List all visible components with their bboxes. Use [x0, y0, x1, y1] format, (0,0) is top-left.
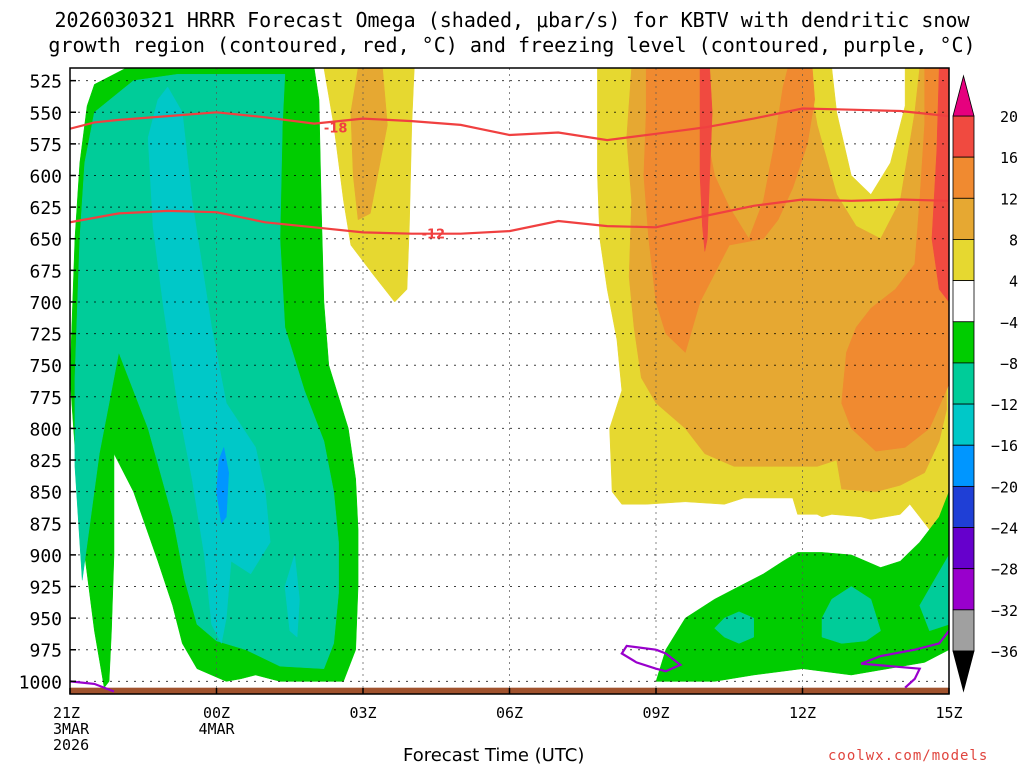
colorbar-min-arrow	[952, 650, 975, 693]
x-axis-label: Forecast Time (UTC)	[403, 745, 585, 766]
x-tick-label-18-0: 15Z	[935, 704, 962, 722]
y-tick-label-1000: 1000	[19, 672, 62, 693]
chart-title: 2026030321 HRRR Forecast Omega (shaded, …	[0, 8, 1024, 58]
y-tick-label-850: 850	[29, 483, 62, 504]
y-tick-label-800: 800	[29, 419, 62, 440]
y-tick-label-775: 775	[29, 388, 62, 409]
colorbar-label-11: −28	[991, 561, 1018, 579]
colorbar-segment-0	[952, 115, 975, 158]
colorbar: 20 16 12 8 4 −4 −8 −12 −16 −20 −24 −28 −32 −36	[952, 74, 1018, 693]
colorbar-label-6: −8	[1000, 355, 1018, 373]
colorbar-segment-10	[952, 527, 975, 570]
colorbar-segment-12	[952, 609, 975, 652]
colorbar-max-arrow	[952, 74, 975, 117]
dgz-contour-0	[70, 107, 949, 142]
colorbar-label-12: −32	[991, 602, 1018, 620]
colorbar-label-4: 4	[1009, 273, 1018, 291]
colorbar-segment-1	[952, 156, 975, 199]
x-tick-label-15-0: 12Z	[789, 704, 816, 722]
colorbar-segment-4	[952, 280, 975, 323]
y-tick-label-750: 750	[29, 356, 62, 377]
omega-region-16	[919, 554, 949, 632]
x-tick-label-0-1: 3MAR	[53, 720, 90, 738]
x-tick-label-0-2: 2026	[53, 736, 89, 754]
y-tick-label-975: 975	[29, 641, 62, 662]
contours: -18 -12	[70, 107, 949, 693]
omega-region-3	[284, 554, 300, 638]
colorbar-segment-3	[952, 239, 975, 282]
colorbar-label-3: 8	[1009, 231, 1018, 249]
x-tick-label-9-0: 06Z	[496, 704, 523, 722]
colorbar-label-1: 16	[1000, 149, 1018, 167]
y-tick-label-725: 725	[29, 325, 62, 346]
dgz-contour-label-1: -12	[422, 228, 446, 243]
colorbar-label-13: −36	[991, 643, 1018, 661]
omega-region-2	[147, 86, 271, 645]
colorbar-label-7: −12	[991, 396, 1018, 414]
colorbar-segment-11	[952, 568, 975, 611]
colorbar-segment-6	[952, 362, 975, 405]
y-tick-label-925: 925	[29, 578, 62, 599]
dgz-contour-1	[70, 198, 949, 235]
x-tick-label-12-0: 09Z	[642, 704, 669, 722]
x-tick-label-3-1: 4MAR	[198, 720, 235, 738]
colorbar-label-2: 12	[1000, 190, 1018, 208]
freezing-contour-0	[70, 680, 115, 693]
y-tick-label-550: 550	[29, 103, 62, 124]
chart-title-line-2: growth region (contoured, red, °C) and f…	[48, 33, 976, 57]
colorbar-segment-2	[952, 197, 975, 240]
freezing-contour-2	[860, 630, 949, 689]
x-tick-label-6-0: 03Z	[349, 704, 376, 722]
omega-region-4	[216, 446, 229, 524]
chart-title-line-1: 2026030321 HRRR Forecast Omega (shaded, …	[54, 8, 970, 32]
y-tick-label-575: 575	[29, 135, 62, 156]
colorbar-label-0: 20	[1000, 108, 1018, 126]
y-tick-label-625: 625	[29, 198, 62, 219]
grid-lines	[70, 68, 949, 694]
omega-region-15	[821, 586, 881, 644]
colorbar-label-9: −20	[991, 478, 1018, 496]
omega-region-6	[350, 68, 388, 221]
colorbar-label-10: −24	[991, 520, 1018, 538]
omega-region-12	[931, 68, 949, 303]
y-tick-label-525: 525	[29, 72, 62, 93]
freezing-contour-1	[620, 644, 683, 673]
y-tick-label-650: 650	[29, 230, 62, 251]
y-tick-label-600: 600	[29, 166, 62, 187]
omega-region-14	[714, 611, 754, 644]
y-tick-label-950: 950	[29, 609, 62, 630]
colorbar-segment-9	[952, 485, 975, 528]
colorbar-segment-8	[952, 444, 975, 487]
colorbar-segment-7	[952, 403, 975, 446]
axes: 525 550 575 600 625 650 675 700 725 750 775 800 825 8…	[19, 72, 963, 754]
x-tick-label-3-0: 00Z	[203, 704, 230, 722]
y-tick-label-700: 700	[29, 293, 62, 314]
y-tick-label-900: 900	[29, 546, 62, 567]
y-tick-label-675: 675	[29, 261, 62, 282]
colorbar-label-8: −16	[991, 437, 1018, 455]
x-tick-label-0-0: 21Z	[53, 704, 80, 722]
omega-region-10	[841, 68, 949, 452]
y-tick-label-825: 825	[29, 451, 62, 472]
colorbar-label-5: −4	[1000, 314, 1018, 332]
dgz-contour-label-0: -18	[324, 121, 348, 136]
colorbar-segment-5	[952, 321, 975, 364]
credit-link[interactable]: coolwx.com/models	[828, 748, 989, 764]
omega-region-11	[699, 68, 713, 252]
y-tick-label-875: 875	[29, 514, 62, 535]
